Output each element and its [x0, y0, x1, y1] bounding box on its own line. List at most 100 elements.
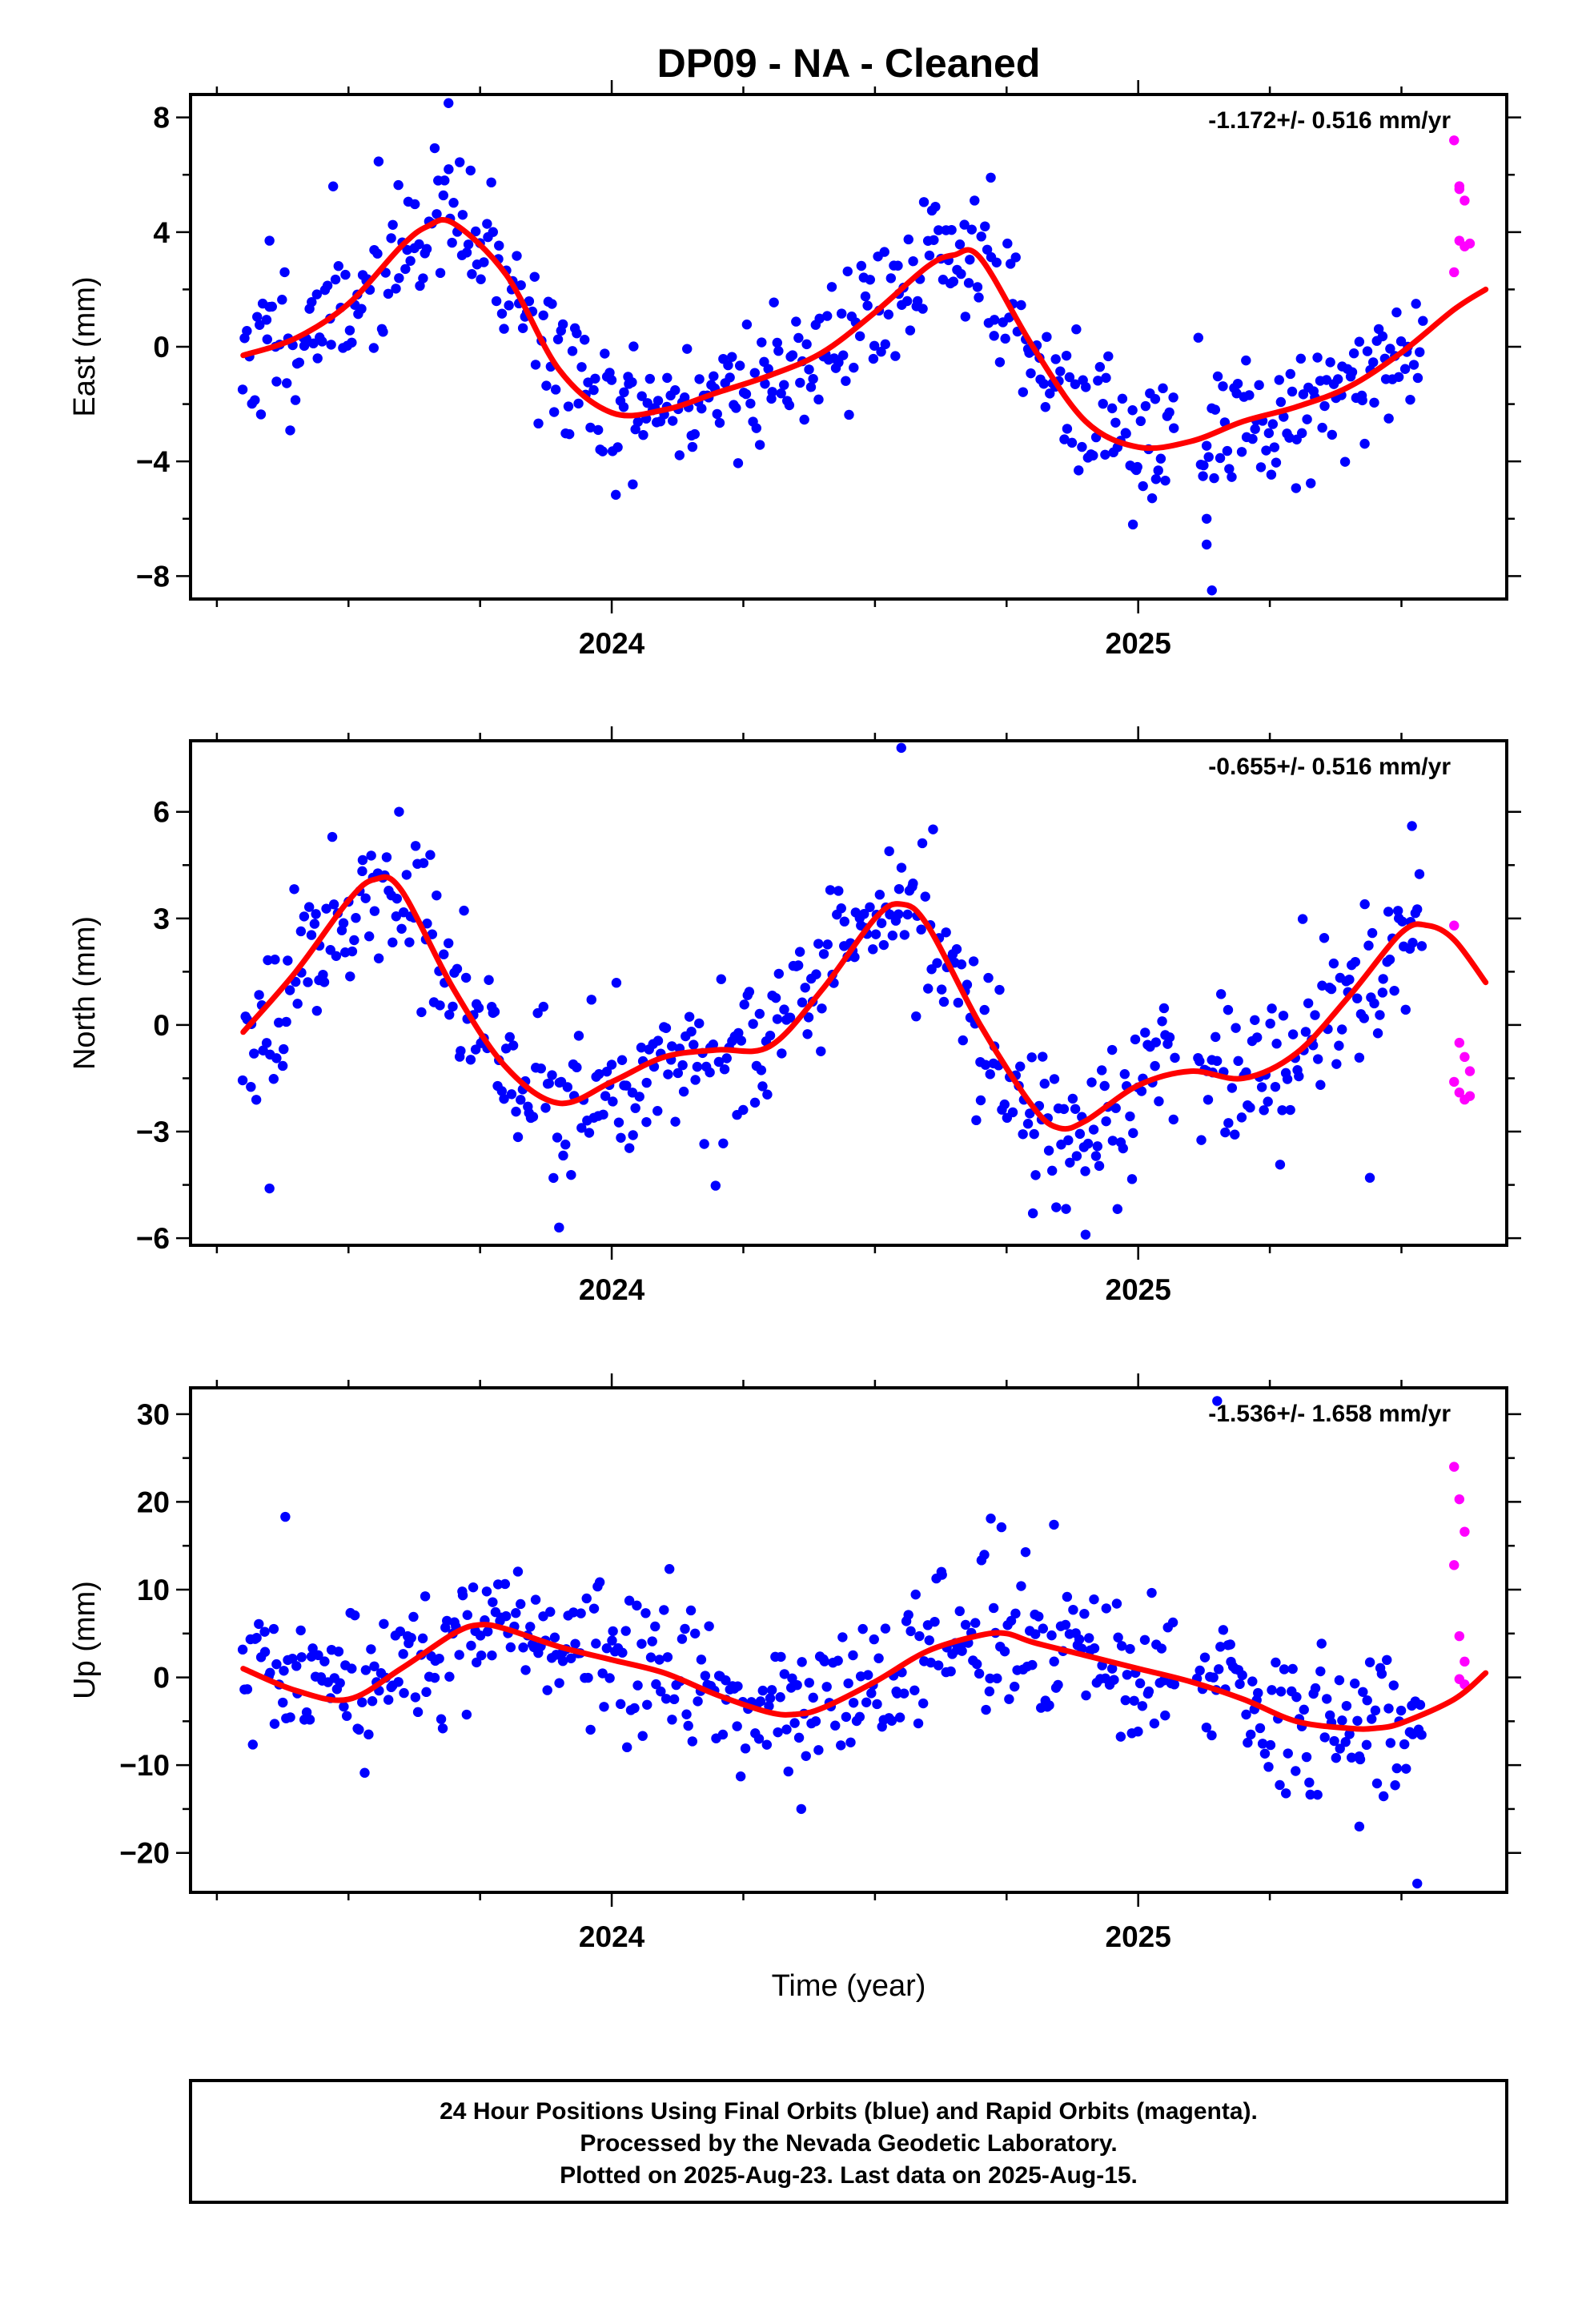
final-orbit-point: [1160, 1710, 1170, 1721]
final-orbit-point: [781, 1724, 792, 1735]
final-orbit-point: [1220, 1127, 1231, 1138]
final-orbit-point: [333, 1647, 344, 1657]
final-orbit-point: [1018, 387, 1029, 397]
final-orbit-point: [801, 1751, 811, 1761]
final-orbit-point: [1319, 933, 1330, 943]
final-orbit-point: [930, 201, 941, 212]
final-orbit-point: [692, 1061, 703, 1072]
final-orbit-point: [721, 1053, 732, 1063]
final-orbit-point: [1312, 1789, 1323, 1800]
final-orbit-point: [966, 224, 977, 235]
final-orbit-point: [1397, 916, 1407, 927]
final-orbit-point: [264, 235, 275, 246]
final-orbit-point: [1236, 447, 1247, 457]
final-orbit-point: [476, 274, 486, 284]
final-orbit-point: [792, 1679, 802, 1691]
final-orbit-point: [1097, 1065, 1107, 1076]
final-orbit-point: [1391, 1763, 1402, 1774]
final-orbit-point: [1088, 450, 1098, 461]
final-orbit-point: [1080, 1166, 1090, 1176]
east-panel: 2024 2025 −8 −4 0 4 8 East (mm) -1.172+/- 0.516 …: [68, 80, 1521, 660]
final-orbit-point: [322, 280, 333, 291]
final-orbit-point: [486, 177, 496, 188]
final-orbit-point: [816, 1046, 826, 1056]
final-orbit-point: [1046, 1165, 1058, 1176]
final-orbit-point: [634, 1092, 644, 1102]
final-orbit-point: [311, 289, 322, 300]
final-orbit-point: [1068, 1604, 1078, 1615]
final-orbit-point: [833, 357, 844, 368]
final-orbit-point: [652, 1106, 663, 1116]
final-orbit-point: [777, 1048, 787, 1059]
final-orbit-point: [254, 990, 264, 1000]
final-orbit-point: [271, 1659, 282, 1670]
final-orbit-point: [980, 1059, 991, 1070]
final-orbit-point: [339, 1701, 349, 1712]
final-orbit-point: [1407, 938, 1418, 948]
final-orbit-point: [733, 1681, 743, 1691]
final-orbit-point: [351, 913, 361, 923]
final-orbit-point: [791, 316, 801, 327]
final-orbit-point: [1269, 442, 1280, 452]
final-orbit-point: [813, 394, 824, 405]
final-orbit-point: [873, 1653, 884, 1663]
final-orbit-point: [363, 1729, 374, 1740]
final-orbit-point: [242, 326, 252, 336]
final-orbit-point: [719, 1064, 730, 1075]
final-orbit-point: [1347, 367, 1358, 377]
final-orbit-point: [1077, 441, 1087, 452]
final-orbit-point: [303, 977, 313, 987]
final-orbit-point: [1100, 449, 1110, 460]
final-orbit-point: [699, 1139, 709, 1149]
final-orbit-point: [572, 1062, 582, 1073]
final-orbit-point: [821, 311, 833, 321]
final-orbit-point: [1138, 480, 1148, 492]
final-orbit-point: [1042, 332, 1052, 342]
final-orbit-point: [1128, 1128, 1138, 1139]
final-orbit-point: [1261, 445, 1271, 456]
final-orbit-point: [1376, 1668, 1387, 1679]
final-orbit-point: [465, 165, 476, 176]
final-orbit-point: [802, 1029, 813, 1039]
y-tick-label: −20: [119, 1837, 170, 1870]
final-orbit-point: [1395, 336, 1407, 347]
final-orbit-point: [644, 373, 656, 384]
final-orbit-point: [588, 384, 599, 396]
final-orbit-point: [723, 360, 733, 371]
final-orbit-point: [764, 1701, 774, 1711]
final-orbit-point: [903, 1610, 913, 1620]
final-orbit-point: [804, 364, 814, 375]
final-orbit-point: [548, 407, 560, 417]
rapid-orbit-point: [1460, 195, 1470, 206]
final-orbit-point: [776, 1651, 786, 1663]
final-orbit-point: [608, 1626, 618, 1637]
final-orbit-point: [383, 1695, 394, 1705]
final-orbit-point: [1132, 461, 1142, 472]
plot-area: [237, 98, 1489, 596]
y-tick-label: 20: [137, 1486, 170, 1518]
final-orbit-point: [769, 297, 779, 308]
final-orbit-point: [917, 1698, 929, 1709]
final-orbit-point: [793, 332, 804, 344]
final-orbit-point: [689, 1039, 699, 1050]
final-orbit-point: [1203, 452, 1214, 462]
final-orbit-point: [1408, 360, 1419, 370]
final-orbit-point: [683, 1720, 693, 1731]
final-orbit-point: [836, 903, 846, 914]
final-orbit-point: [251, 1632, 262, 1643]
final-orbit-point: [269, 1719, 280, 1729]
final-orbit-point: [429, 1672, 440, 1683]
final-orbit-point: [1157, 1016, 1167, 1027]
final-orbit-point: [254, 1618, 264, 1630]
final-orbit-point: [1352, 1715, 1363, 1726]
final-orbit-point: [444, 98, 454, 108]
final-orbit-point: [837, 1632, 848, 1642]
final-orbit-point: [267, 301, 278, 312]
y-tick-label: 4: [153, 216, 170, 249]
final-orbit-point: [866, 1688, 877, 1699]
final-orbit-point: [1412, 372, 1423, 384]
final-orbit-point: [1245, 1102, 1255, 1113]
final-orbit-point: [697, 403, 707, 414]
final-orbit-point: [1405, 394, 1415, 405]
final-orbit-point: [1215, 989, 1227, 999]
